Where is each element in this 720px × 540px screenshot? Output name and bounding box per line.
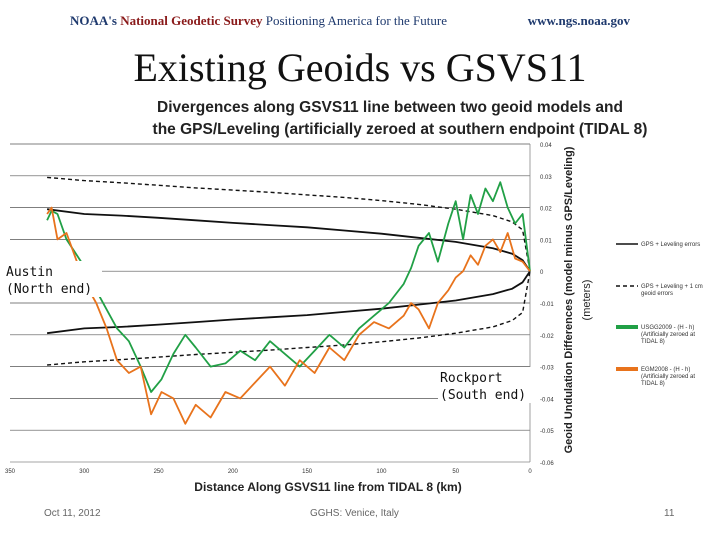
y-tick-label: -0.03 bbox=[540, 366, 554, 372]
data-series bbox=[46, 176, 531, 425]
y-axis-label: Geoid Undulation Differences (model minu… bbox=[563, 146, 575, 453]
geoid-divergence-chart: Divergences along GSVS11 line between tw… bbox=[0, 92, 720, 502]
x-axis-ticks: 350 300 250 200 150 100 50 0 bbox=[5, 469, 532, 475]
slide-title: Existing Geoids vs GSVS11 bbox=[133, 45, 587, 90]
series-gps-envelope-upper bbox=[47, 176, 531, 272]
y-tick-label: 0.01 bbox=[540, 238, 552, 244]
y-axis-unit: (meters) bbox=[581, 280, 593, 321]
south-annotation-line1: Rockport bbox=[440, 371, 503, 386]
legend-label-egm-1: EGM2008 - (H - h) bbox=[641, 367, 690, 373]
series-gps-envelope-lower bbox=[47, 271, 531, 366]
y-tick-label: 0.04 bbox=[540, 143, 552, 149]
north-end-annotation: Austin (North end) bbox=[4, 261, 102, 297]
y-tick-label: -0.01 bbox=[540, 302, 554, 308]
y-tick-label: 0 bbox=[540, 270, 544, 276]
y-tick-label: -0.06 bbox=[540, 461, 554, 467]
series-gps-upper bbox=[46, 208, 531, 272]
legend-label-gps-envelope-2: geoid errors bbox=[641, 291, 673, 297]
y-tick-label: 0.03 bbox=[540, 175, 552, 181]
agency-url[interactable]: www.ngs.noaa.gov bbox=[527, 13, 630, 28]
legend-label-usgg-3: TIDAL 8) bbox=[641, 339, 665, 345]
south-annotation-background bbox=[438, 367, 538, 403]
series-gps-lower bbox=[46, 270, 531, 335]
legend: GPS + Leveling errors GPS + Leveling + 1… bbox=[616, 242, 703, 387]
legend-label-usgg-1: USGG2009 - (H - h) bbox=[641, 325, 694, 331]
x-axis-label: Distance Along GSVS11 line from TIDAL 8 … bbox=[194, 480, 461, 494]
x-tick-label: 50 bbox=[452, 469, 459, 475]
chart-background bbox=[0, 92, 720, 502]
south-end-annotation: Rockport (South end) bbox=[438, 367, 538, 403]
legend-label-egm-3: TIDAL 8) bbox=[641, 381, 665, 387]
series-usgg2009 bbox=[46, 181, 531, 393]
legend-label-gps: GPS + Leveling errors bbox=[641, 242, 700, 248]
series-egm2008 bbox=[46, 206, 531, 425]
chart-title-line2: the GPS/Leveling (artificially zeroed at… bbox=[153, 121, 648, 138]
x-tick-label: 150 bbox=[302, 469, 313, 475]
footer-date: Oct 11, 2012 bbox=[44, 508, 101, 519]
y-tick-label: -0.02 bbox=[540, 334, 554, 340]
x-tick-label: 100 bbox=[376, 469, 387, 475]
y-tick-label: 0.02 bbox=[540, 207, 552, 213]
y-axis-ticks: 0.04 0.03 0.02 0.01 0 -0.01 -0.02 -0.03 -0.04 -0.… bbox=[540, 143, 554, 467]
footer-page-number: 11 bbox=[664, 508, 675, 519]
agency-name: National Geodetic Survey bbox=[120, 13, 263, 28]
agency-tagline: Positioning America for the Future bbox=[265, 13, 447, 28]
south-annotation-line2: (South end) bbox=[440, 388, 526, 403]
legend-label-usgg-2: (Artificially zeroed at bbox=[641, 332, 695, 338]
x-tick-label: 300 bbox=[79, 469, 90, 475]
north-annotation-line2: (North end) bbox=[6, 282, 92, 297]
x-tick-label: 0 bbox=[528, 469, 532, 475]
x-tick-label: 350 bbox=[5, 469, 16, 475]
y-tick-label: -0.05 bbox=[540, 429, 554, 435]
footer-event: GGHS: Venice, Italy bbox=[310, 508, 399, 519]
x-tick-label: 200 bbox=[228, 469, 239, 475]
chart-title-line1: Divergences along GSVS11 line between tw… bbox=[157, 99, 623, 116]
x-tick-label: 250 bbox=[154, 469, 165, 475]
agency-prefix: NOAA's bbox=[70, 13, 117, 28]
agency-banner: NOAA's National Geodetic Survey Position… bbox=[70, 13, 447, 29]
legend-label-egm-2: (Artificially zeroed at bbox=[641, 374, 695, 380]
north-annotation-background bbox=[4, 261, 102, 297]
header-banner: NOAA's National Geodetic Survey Position… bbox=[0, 0, 720, 40]
north-annotation-line1: Austin bbox=[6, 265, 53, 280]
y-tick-label: -0.04 bbox=[540, 397, 554, 403]
legend-label-gps-envelope-1: GPS + Leveling + 1 cm bbox=[641, 284, 703, 290]
